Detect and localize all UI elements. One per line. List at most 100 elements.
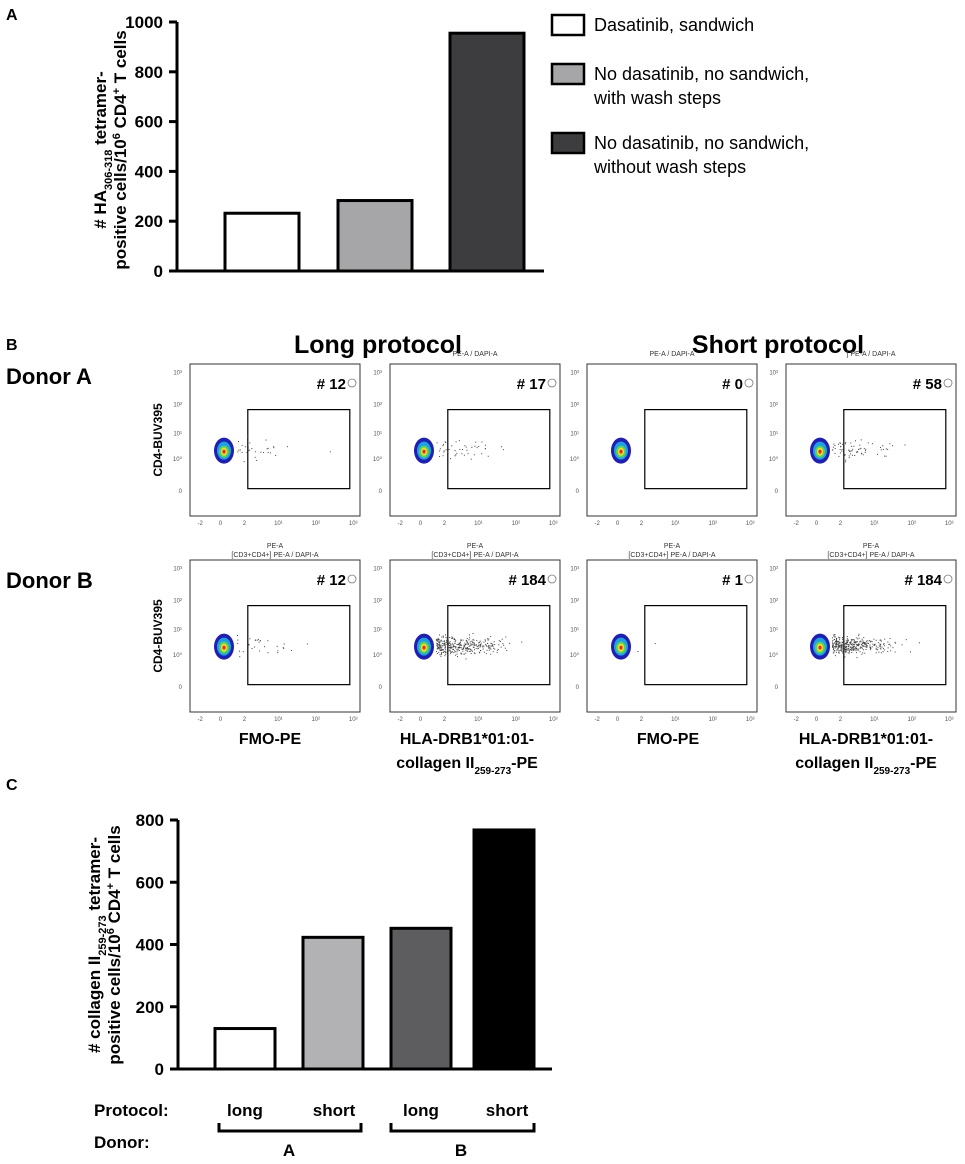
event-dot [838,641,840,643]
y-tick-label: 10⁰ [570,456,580,463]
event-dot [845,643,847,645]
event-dot [859,448,861,450]
event-dot [464,647,466,649]
event-dot [838,455,840,457]
event-dot [854,440,856,442]
event-dot [459,645,461,647]
event-dot [436,651,438,653]
gate-marker [744,574,754,584]
event-dot [851,450,853,452]
event-dot [884,638,886,640]
event-dot [861,645,863,647]
event-dot [882,651,884,653]
event-dot [839,644,841,646]
event-dot [455,654,457,656]
event-dot [847,645,849,647]
event-dot [456,648,458,650]
event-dot [438,638,440,640]
event-dot [834,641,836,643]
stain-label-col1: FMO-PE [239,731,302,748]
x-tick-label: 10³ [746,717,755,723]
event-dot [453,637,455,639]
event-dot [837,643,839,645]
event-dot [866,640,868,642]
event-dot [857,648,859,650]
plot-header: [CD3+CD4+] PE-A / DAPI-A [231,552,318,559]
event-dot [244,446,246,448]
event-dot [850,648,852,650]
event-dot [840,650,842,652]
event-dot [832,643,834,645]
event-dot [835,644,837,646]
event-dot [850,646,852,648]
event-dot [482,646,484,648]
event-dot [241,444,243,446]
event-dot [877,649,879,651]
event-dot [637,651,639,653]
event-dot [851,454,853,456]
x-tick-label: 10³ [349,717,358,723]
event-dot [845,650,847,652]
event-dot [258,641,260,643]
event-dot [862,641,864,643]
event-dot [451,445,453,447]
plot-header: PE-A / DAPI-A [649,351,694,358]
x-tick-label: 2 [243,717,247,723]
group-bracket-b [389,1123,536,1133]
event-dot [842,649,844,651]
gate-box [644,604,748,686]
event-dot [448,650,450,652]
event-dot [275,454,277,456]
event-dot [473,643,475,645]
y-tick-label: 200 [136,998,164,1017]
event-dot [833,644,835,646]
x-tick-label: 10³ [349,521,358,527]
event-dot [845,441,847,443]
event-dot [238,449,240,451]
event-dot [241,451,243,453]
event-dot [488,647,490,649]
event-dot [466,643,468,645]
event-dot [853,647,855,649]
event-dot [876,645,878,647]
event-dot [484,639,486,641]
event-dot [880,644,882,646]
event-dot [254,639,256,641]
event-dot [267,640,269,642]
event-dot [877,647,879,649]
event-dot [443,644,445,646]
event-dot [521,641,523,643]
event-dot [905,639,907,641]
event-dot [845,642,847,644]
y-tick-label: 10³ [173,371,182,377]
event-dot [832,646,834,648]
event-dot [442,445,444,447]
x-tick-label: 10³ [549,717,558,723]
y-tick-label: 10³ [570,567,579,573]
event-dot [842,644,844,646]
gate-count: # 184 [508,572,546,589]
plot-axis-label: PE-A [267,543,284,550]
event-dot [835,646,837,648]
gate-marker [744,378,754,388]
event-dot [478,644,480,646]
event-dot [248,643,250,645]
event-dot [238,650,240,652]
density-blob-peak [818,449,822,454]
event-dot [441,649,443,651]
event-dot [453,650,455,652]
bar-1 [223,211,301,273]
y-label-c-line2-b: CD4 [105,889,124,928]
event-dot [475,441,477,443]
gate-marker [347,378,357,388]
event-dot [864,646,866,648]
event-dot [853,645,855,647]
event-dot [465,652,467,654]
event-dot [834,636,836,638]
event-dot [846,636,848,638]
event-dot [862,454,864,456]
event-dot [458,646,460,648]
event-dot [438,648,440,650]
event-dot [470,650,472,652]
